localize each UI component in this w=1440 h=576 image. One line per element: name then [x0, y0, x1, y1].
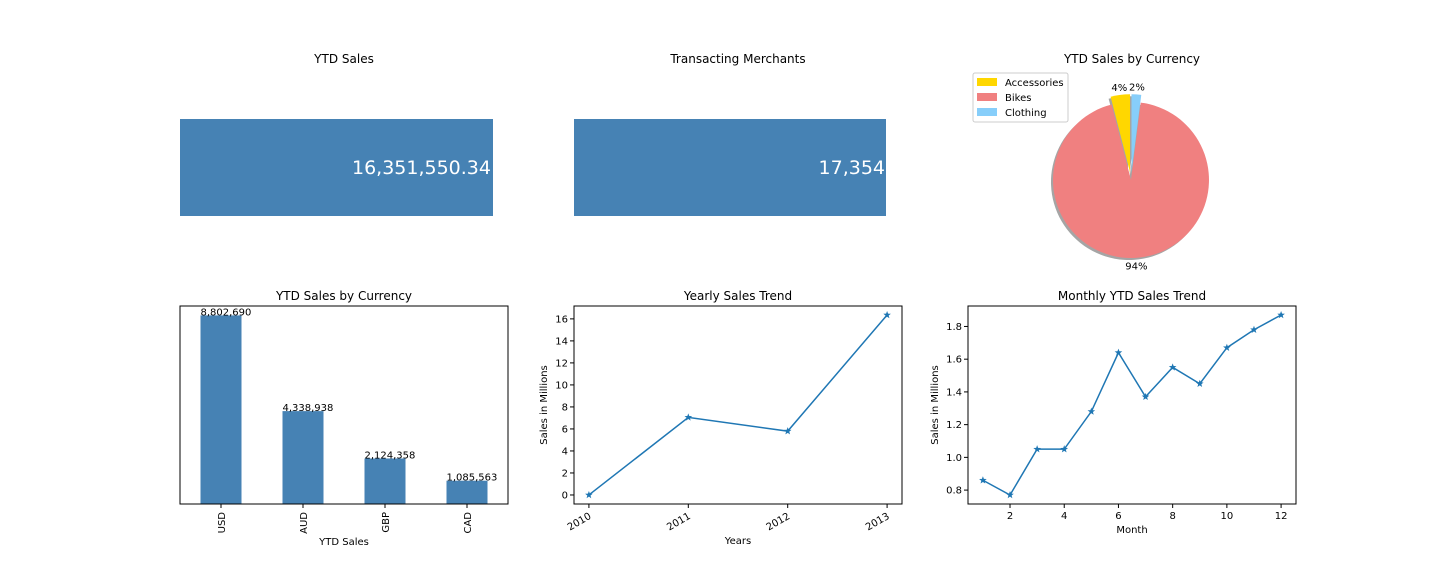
monthly-x-tick-label: 2 — [1007, 511, 1013, 522]
legend-label-accessories: Accessories — [1005, 78, 1064, 89]
monthly-x-tick-label: 4 — [1061, 511, 1067, 522]
monthly-point-marker — [979, 476, 987, 484]
kpi-merchants-title: Transacting Merchants — [669, 52, 805, 66]
pie-slice-bikes — [1052, 102, 1209, 259]
bar-chart-title: YTD Sales by Currency — [275, 289, 412, 303]
kpi-ytd-sales-title: YTD Sales — [313, 52, 374, 66]
legend-swatch-accessories — [977, 78, 997, 86]
yearly-point-marker — [783, 427, 792, 435]
yearly-plot-frame — [573, 305, 903, 505]
legend-swatch-bikes — [977, 93, 997, 101]
yearly-y-tick-label: 0 — [562, 490, 568, 501]
yearly-y-tick-label: 2 — [562, 468, 568, 479]
pie-legend: Accessories Bikes Clothing — [972, 72, 1069, 123]
monthly-series-line — [982, 314, 1282, 497]
legend-label-clothing: Clothing — [1005, 108, 1047, 119]
monthly-point-marker — [1223, 343, 1231, 351]
monthly-point-marker — [1033, 445, 1041, 453]
monthly-x-tick-label: 12 — [1275, 511, 1288, 522]
yearly-series-line — [588, 314, 888, 496]
yearly-y-tick-label: 14 — [555, 336, 568, 347]
pie-value-labels: 4% 94% 2% — [1111, 83, 1147, 273]
kpi-ytd-sales: YTD Sales 16,351,550.34 — [180, 52, 493, 216]
yearly-y-tick-label: 10 — [555, 380, 568, 391]
monthly-point-marker — [1060, 445, 1069, 453]
yearly-y-tick-label: 4 — [562, 446, 568, 457]
monthly-x-tick-label: 6 — [1115, 511, 1121, 522]
bar-plot-frame — [179, 305, 509, 505]
kpi-ytd-sales-value: 16,351,550.34 — [352, 157, 491, 179]
yearly-y-axis-label: Sales in Millions — [539, 365, 550, 445]
monthly-y-tick-label: 1.0 — [946, 453, 962, 464]
bar-cad — [446, 480, 488, 504]
yearly-x-tick-label: 2012 — [765, 511, 793, 533]
monthly-point-marker — [1250, 325, 1258, 333]
monthly-y-tick-label: 0.8 — [946, 486, 962, 497]
bar-x-tick-label-gbp: GBP — [381, 512, 392, 533]
bar-value-label-usd: 8,802,690 — [201, 307, 252, 318]
yearly-point-marker — [585, 490, 593, 499]
pie-slice-accessories — [1110, 94, 1131, 173]
pie-slice-clothing — [1131, 94, 1142, 173]
yearly-x-axis-label: Years — [724, 536, 751, 547]
monthly-y-tick-label: 1.2 — [946, 420, 962, 431]
bar-chart-currency: YTD Sales by Currency 8,802,690 USD 4,338,… — [179, 289, 509, 548]
pie-chart-title: YTD Sales by Currency — [1063, 52, 1200, 66]
monthly-x-tick-label: 10 — [1221, 511, 1234, 522]
bar-gbp — [364, 458, 406, 504]
monthly-x-tick-label: 8 — [1169, 511, 1175, 522]
bar-value-label-cad: 1,085,563 — [447, 473, 498, 484]
kpi-merchants-box — [574, 119, 886, 216]
monthly-point-marker — [1277, 311, 1285, 319]
yearly-point-marker — [684, 413, 693, 421]
monthly-chart-title: Monthly YTD Sales Trend — [1058, 289, 1206, 303]
monthly-y-tick-label: 1.8 — [946, 322, 962, 333]
kpi-ytd-sales-box — [180, 119, 493, 216]
bar-x-tick-label-usd: USD — [217, 512, 228, 534]
yearly-point-marker — [883, 311, 891, 319]
yearly-x-tick-label: 2013 — [864, 511, 892, 533]
monthly-point-marker — [1141, 392, 1150, 401]
monthly-x-axis-label: Month — [1116, 525, 1147, 536]
pie-label-clothing: 2% — [1129, 83, 1145, 94]
kpi-merchants-value: 17,354 — [819, 157, 885, 179]
legend-swatch-clothing — [977, 108, 997, 116]
yearly-y-tick-label: 8 — [562, 402, 568, 413]
yearly-y-tick-label: 12 — [555, 358, 568, 369]
monthly-y-axis-label: Sales in Millions — [930, 365, 941, 445]
pie-slices — [1052, 94, 1209, 259]
yearly-x-tick-label: 2011 — [665, 511, 693, 533]
bar-value-label-gbp: 2,124,358 — [365, 451, 416, 462]
bar-value-label-aud: 4,338,938 — [283, 403, 334, 414]
monthly-plot-frame — [967, 305, 1297, 505]
bar-aud — [282, 411, 324, 504]
monthly-y-tick-label: 1.4 — [946, 387, 962, 398]
line-chart-yearly: Yearly Sales Trend 0 2 4 6 8 10 12 14 16 2010 2011… — [539, 289, 903, 547]
pie-chart-currency: YTD Sales by Currency 4% 94% 2% Accessorie… — [972, 52, 1209, 273]
bar-x-tick-label-cad: CAD — [463, 512, 474, 534]
yearly-y-tick-label: 16 — [555, 314, 568, 325]
pie-label-accessories: 4% — [1111, 83, 1127, 94]
yearly-y-tick-label: 6 — [562, 424, 568, 435]
legend-label-bikes: Bikes — [1005, 93, 1031, 104]
monthly-point-marker — [1006, 491, 1014, 499]
bar-x-axis-label: YTD Sales — [318, 537, 369, 548]
kpi-transacting-merchants: Transacting Merchants 17,354 — [574, 52, 886, 216]
yearly-chart-title: Yearly Sales Trend — [683, 289, 792, 303]
yearly-x-tick-label: 2010 — [566, 511, 594, 533]
pie-label-bikes: 94% — [1125, 262, 1147, 273]
monthly-y-tick-label: 1.6 — [946, 355, 962, 366]
monthly-point-marker — [1195, 379, 1204, 387]
bar-x-tick-label-aud: AUD — [299, 512, 310, 534]
monthly-point-marker — [1168, 363, 1177, 371]
monthly-point-marker — [1114, 348, 1123, 356]
line-chart-monthly: Monthly YTD Sales Trend 0.8 1.0 1.2 1.4 1.6 1… — [930, 289, 1297, 536]
monthly-point-marker — [1087, 407, 1096, 415]
bar-usd — [200, 315, 242, 504]
